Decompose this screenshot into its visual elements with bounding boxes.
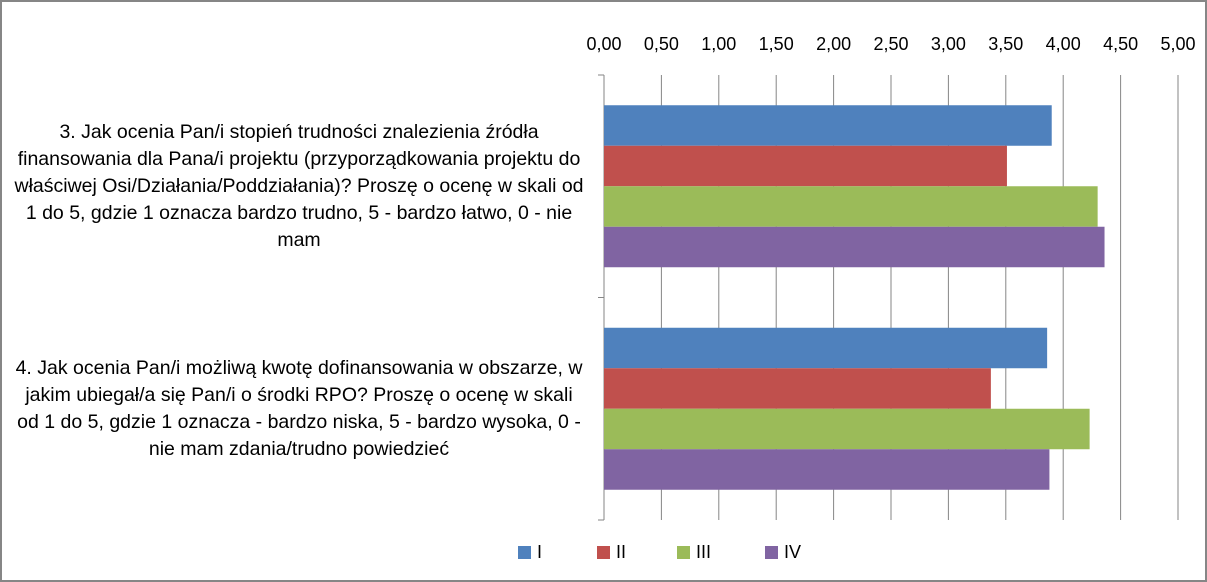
bar [604,327,1048,369]
x-tick-label: 5,00 [1160,34,1195,54]
bar [604,186,1098,227]
legend-swatch [765,546,778,559]
legend-swatch [597,546,610,559]
bar [604,105,1052,146]
x-tick-label: 0,50 [644,34,679,54]
legend-label: IV [784,542,801,562]
bar [604,449,1050,490]
x-tick-label: 0,00 [586,34,621,54]
legend-swatch [518,546,531,559]
legend-label: I [537,542,542,562]
category-label: 4. Jak ocenia Pan/i możliwą kwotę dofina… [15,356,583,460]
category-label: 3. Jak ocenia Pan/i stopień trudności zn… [14,120,584,251]
bar [604,226,1105,268]
legend-label: II [616,542,626,562]
bar [604,145,1007,187]
x-tick-label: 4,00 [1046,34,1081,54]
legend-swatch [677,546,690,559]
x-tick-label: 3,50 [988,34,1023,54]
x-tick-label: 1,00 [701,34,736,54]
x-tick-label: 1,50 [759,34,794,54]
x-tick-label: 3,00 [931,34,966,54]
legend-label: III [696,542,711,562]
x-tick-label: 2,50 [873,34,908,54]
bar [604,368,991,409]
x-tick-label: 2,00 [816,34,851,54]
x-tick-label: 4,50 [1103,34,1138,54]
bar [604,408,1090,450]
